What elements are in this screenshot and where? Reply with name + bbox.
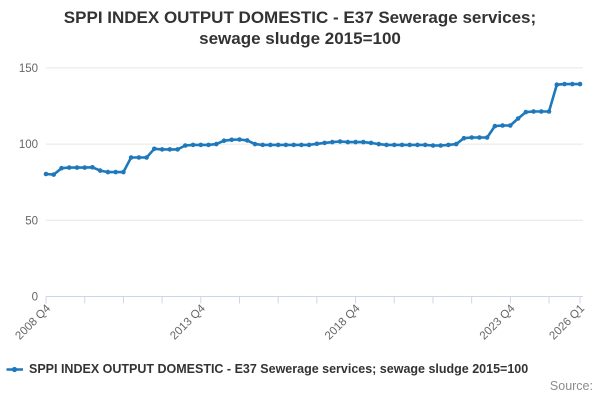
data-point-marker [330, 139, 335, 145]
x-axis-tick-label: 2026 Q1 [547, 303, 587, 343]
data-point-marker [577, 81, 583, 87]
data-point-marker [508, 123, 513, 128]
data-point-marker [392, 142, 397, 148]
x-axis-tick-label: 2013 Q4 [168, 302, 208, 342]
data-point-marker [438, 143, 444, 148]
data-point-marker [244, 138, 250, 143]
data-point-marker [229, 137, 234, 143]
data-point-marker [159, 147, 165, 152]
data-point-marker [314, 141, 320, 147]
data-point-marker [260, 142, 266, 148]
data-point-marker [570, 81, 575, 87]
y-axis-tick-label: 0 [32, 292, 38, 304]
y-axis-tick-label: 150 [19, 63, 38, 75]
legend-item[interactable]: SPPI INDEX OUTPUT DOMESTIC - E37 Sewerag… [6, 362, 528, 376]
data-point-marker [376, 141, 382, 147]
y-axis-tick-label: 50 [25, 215, 38, 227]
x-axis-tick-label: 2023 Q4 [478, 302, 518, 342]
x-axis-tick-label: 2008 Q4 [13, 302, 53, 342]
data-point-marker [136, 155, 142, 160]
y-axis-tick-label: 100 [19, 139, 38, 151]
chart-title-line1: SPPI INDEX OUTPUT DOMESTIC - E37 Sewerag… [63, 8, 537, 27]
data-point-marker [51, 172, 56, 177]
data-point-marker [144, 155, 149, 160]
data-point-marker [484, 135, 490, 140]
data-point-marker [275, 142, 281, 148]
data-point-marker [306, 142, 312, 148]
data-point-marker [283, 142, 289, 148]
data-point-marker [368, 140, 374, 146]
data-point-marker [361, 139, 366, 145]
data-point-marker [399, 142, 405, 148]
data-point-marker [523, 109, 529, 115]
data-point-marker [90, 165, 95, 170]
data-point-marker [407, 142, 413, 148]
data-point-marker [539, 109, 544, 114]
data-point-marker [446, 142, 451, 148]
data-point-marker [206, 142, 211, 148]
data-point-marker [113, 169, 118, 175]
data-point-marker [322, 140, 327, 146]
data-point-marker [515, 116, 521, 121]
data-point-marker [82, 165, 87, 170]
data-point-marker [198, 142, 204, 148]
data-point-marker [175, 147, 180, 152]
data-point-marker [500, 123, 505, 128]
data-point-marker [345, 139, 351, 145]
data-point-marker [128, 155, 134, 160]
legend-label: SPPI INDEX OUTPUT DOMESTIC - E37 Sewerag… [29, 362, 529, 376]
data-point-marker [299, 142, 304, 148]
data-point-marker [531, 109, 536, 114]
data-point-marker [268, 142, 273, 148]
data-point-marker [59, 165, 64, 171]
data-point-marker [546, 109, 552, 114]
data-point-marker [453, 141, 459, 147]
data-point-marker [469, 135, 475, 140]
data-point-marker [562, 81, 567, 87]
data-point-marker [337, 139, 343, 144]
data-point-marker [167, 147, 173, 152]
x-axis-tick-label: 2018 Q4 [323, 302, 363, 342]
data-point-marker [152, 146, 157, 152]
data-point-marker [121, 169, 126, 175]
chart-title: SPPI INDEX OUTPUT DOMESTIC - E37 Sewerag… [0, 7, 600, 49]
data-point-marker [237, 137, 242, 142]
data-point-marker [43, 171, 49, 177]
data-point-marker [252, 141, 258, 147]
legend-series-marker-icon [6, 366, 23, 372]
data-point-marker [190, 142, 196, 148]
data-point-marker [492, 123, 498, 129]
data-point-marker [415, 142, 420, 148]
data-point-marker [384, 142, 389, 148]
data-point-marker [74, 165, 80, 170]
data-point-marker [105, 169, 111, 175]
data-point-marker [477, 135, 482, 140]
data-point-marker [353, 139, 358, 145]
source-label: Source: [549, 379, 593, 393]
data-point-marker [461, 135, 467, 141]
data-point-marker [183, 143, 188, 148]
data-point-marker [221, 138, 227, 143]
data-point-marker [66, 165, 72, 170]
data-point-marker [430, 143, 436, 148]
data-point-marker [214, 141, 219, 147]
data-point-marker [422, 142, 428, 148]
series-line [44, 82, 582, 176]
data-point-marker [554, 82, 560, 87]
data-point-marker [291, 142, 297, 148]
data-point-marker [97, 168, 103, 173]
chart-title-line2: sewage sludge 2015=100 [199, 29, 401, 48]
